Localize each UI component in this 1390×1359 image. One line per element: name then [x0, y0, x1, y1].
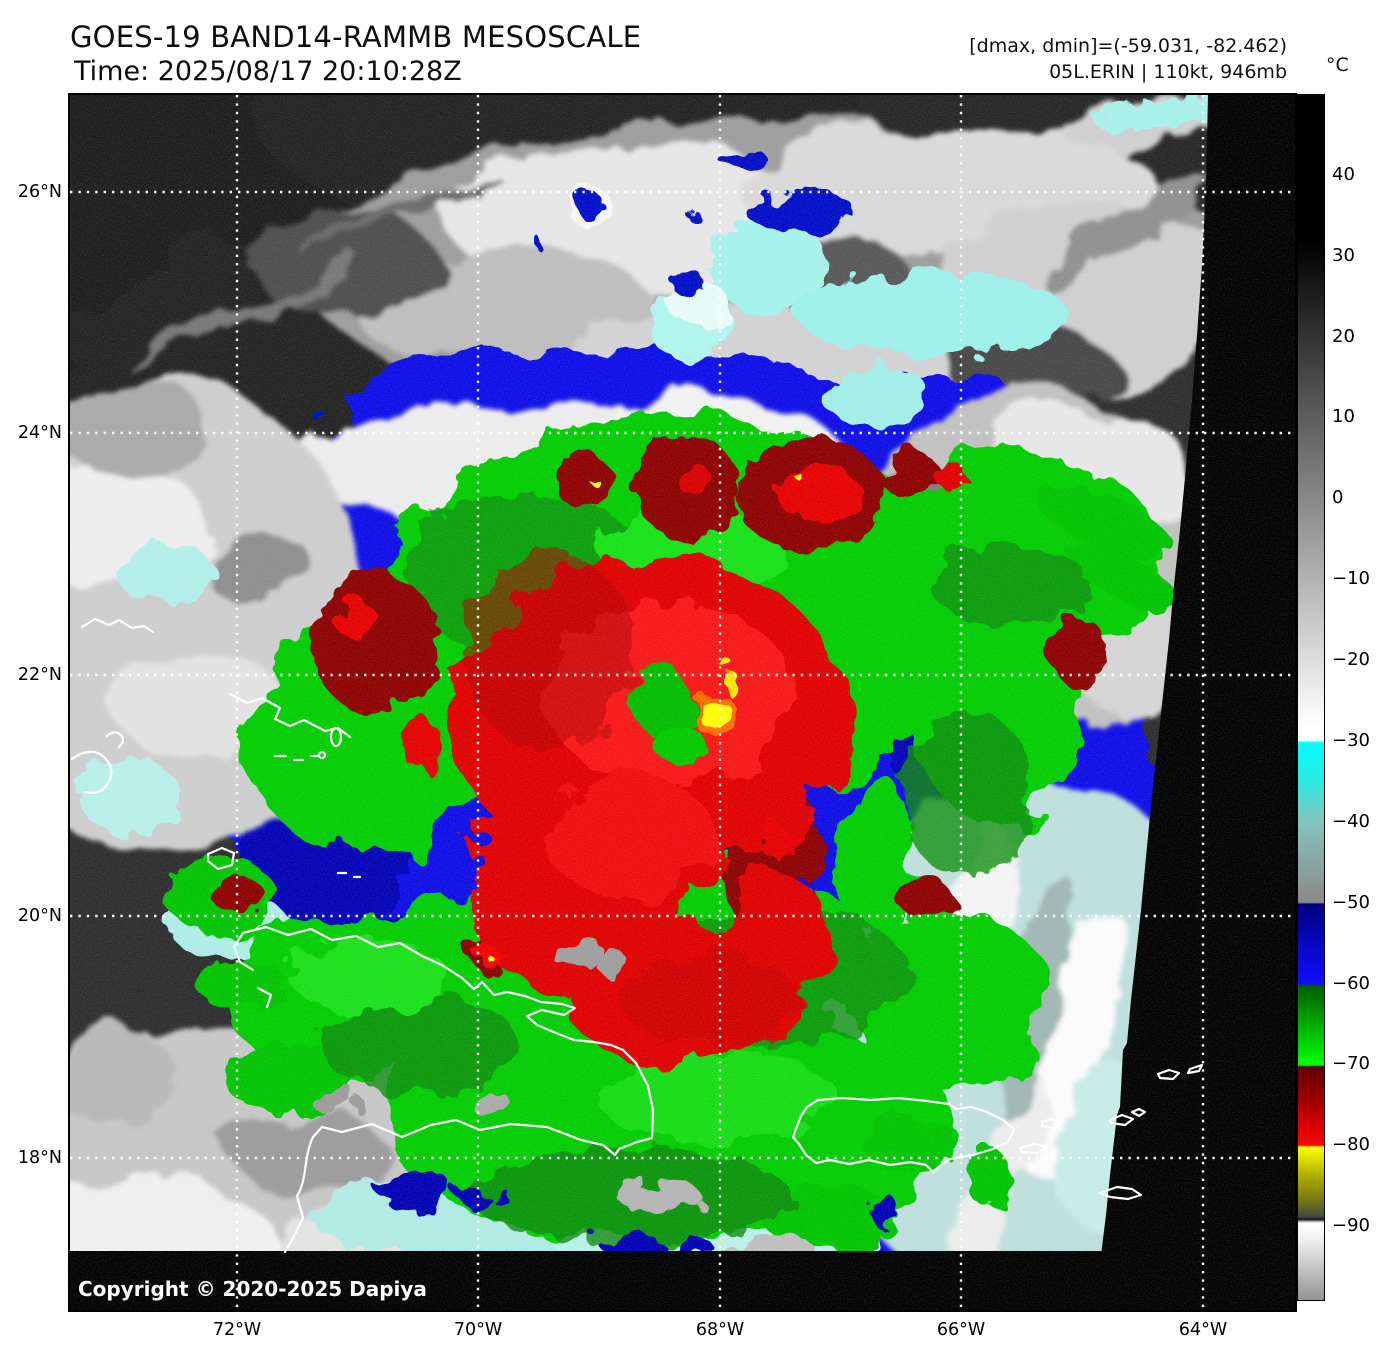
cbar-tick-20: 20	[1332, 326, 1355, 347]
lat-label-20n: 20°N	[17, 906, 62, 926]
colorbar-unit-label: °C	[1326, 54, 1349, 76]
dmax-dmin-readout: [dmax, dmin]=(-59.031, -82.462)	[969, 35, 1287, 57]
temperature-colorbar	[1297, 94, 1325, 1301]
cbar-tick-0: 0	[1332, 487, 1344, 508]
satellite-image	[70, 95, 1295, 1310]
cbar-tick-m60: −60	[1332, 973, 1370, 994]
lon-label-70w: 70°W	[453, 1320, 503, 1340]
lat-label-22n: 22°N	[17, 665, 62, 685]
lon-label-68w: 68°W	[695, 1320, 745, 1340]
image-stats: [dmax, dmin]=(-59.031, -82.462) 05L.ERIN…	[969, 33, 1287, 85]
copyright-label: Copyright © 2020-2025 Dapiya	[78, 1277, 427, 1301]
cbar-tick-m70: −70	[1332, 1053, 1370, 1074]
lon-label-66w: 66°W	[936, 1320, 986, 1340]
timestamp: Time: 2025/08/17 20:10:28Z	[74, 56, 462, 87]
cbar-tick-30: 30	[1332, 245, 1355, 266]
cbar-tick-m80: −80	[1332, 1134, 1370, 1155]
cbar-tick-m20: −20	[1332, 649, 1370, 670]
cbar-tick-10: 10	[1332, 406, 1355, 427]
lat-label-18n: 18°N	[17, 1148, 62, 1168]
satellite-map	[68, 93, 1297, 1312]
cbar-tick-m50: −50	[1332, 892, 1370, 913]
cbar-tick-m90: −90	[1332, 1215, 1370, 1236]
cbar-tick-m10: −10	[1332, 568, 1370, 589]
storm-readout: 05L.ERIN | 110kt, 946mb	[1049, 61, 1287, 83]
grain-texture	[70, 95, 1295, 1310]
lat-label-24n: 24°N	[17, 423, 62, 443]
lon-label-72w: 72°W	[212, 1320, 262, 1340]
page-title: GOES-19 BAND14-RAMMB MESOSCALE	[70, 20, 642, 54]
cbar-tick-m40: −40	[1332, 811, 1370, 832]
cbar-tick-m30: −30	[1332, 730, 1370, 751]
lon-label-64w: 64°W	[1178, 1320, 1228, 1340]
lat-label-26n: 26°N	[17, 182, 62, 202]
cbar-tick-40: 40	[1332, 164, 1355, 185]
